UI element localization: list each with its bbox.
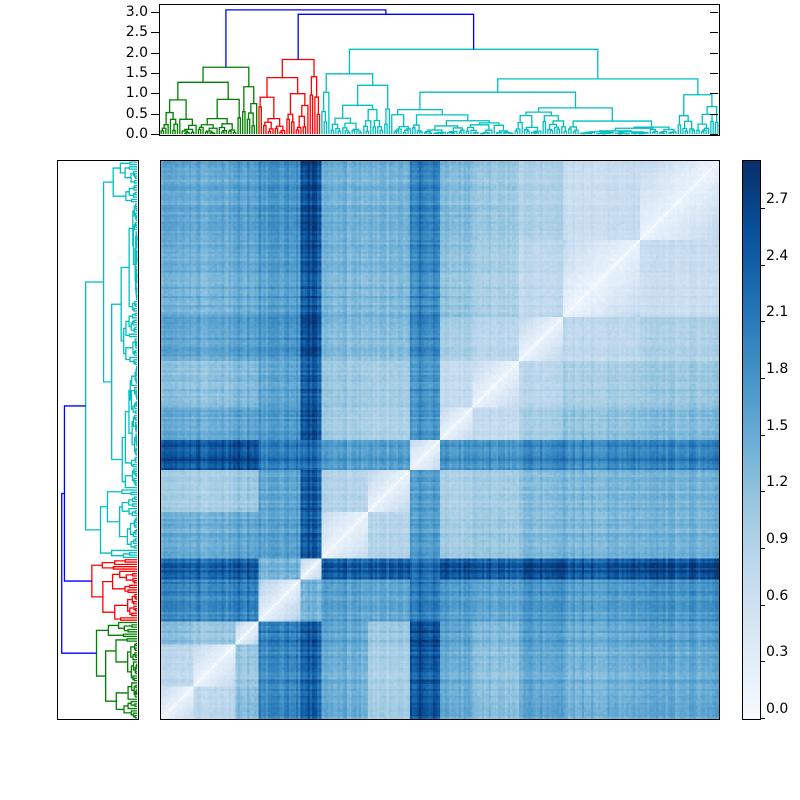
colorbar-tick-label: 2.4 (766, 247, 789, 264)
y-axis-tick (151, 72, 159, 74)
colorbar-tick (760, 321, 765, 323)
colorbar-tick-label: 0.6 (766, 587, 789, 604)
y-axis-tick-right (710, 52, 718, 54)
y-axis-tick-right (710, 11, 718, 13)
colorbar-tick-label: 0.9 (766, 531, 789, 548)
left-dendrogram (61, 161, 138, 719)
colorbar-tick (760, 208, 765, 210)
colorbar-tick (760, 604, 765, 606)
colorbar-axes (742, 160, 761, 720)
top-dendrogram-axes (159, 4, 720, 136)
y-axis-tick (151, 32, 159, 34)
colorbar-tick (760, 548, 765, 550)
colorbar-tick (760, 378, 765, 380)
dendrogram-link (61, 405, 97, 654)
colorbar-tick-label: 1.5 (766, 417, 789, 434)
y-axis-tick-right (710, 72, 718, 74)
colorbar-gradient (743, 161, 760, 719)
colorbar-tick-label: 1.2 (766, 474, 789, 491)
dendrogram-link (225, 9, 475, 68)
y-axis-tick-right (710, 32, 718, 34)
colorbar-tick-label: 0.3 (766, 644, 789, 661)
y-axis-tick (151, 11, 159, 13)
dendrogram-link (95, 621, 138, 719)
y-axis-tick-right (710, 113, 718, 115)
dendrogram-link (85, 161, 138, 559)
heatmap-axes (160, 160, 720, 720)
y-tick-label: 1.0 (125, 85, 148, 102)
y-axis-tick-right (710, 93, 718, 95)
y-axis-tick-right (710, 134, 718, 135)
y-tick-label: 0.5 (125, 105, 148, 122)
top-dendrogram (160, 9, 719, 135)
colorbar-tick-label: 0.0 (766, 701, 789, 717)
y-tick-label: 1.5 (125, 64, 148, 81)
colorbar-tick-labels: 2.7 2.4 2.1 1.8 1.5 1.2 0.9 0.6 0.3 0.0 (765, 150, 800, 750)
y-axis-tick (151, 134, 159, 135)
left-dendrogram-axes (57, 160, 139, 720)
colorbar-tick (760, 491, 765, 493)
y-axis-tick (151, 93, 159, 95)
y-axis-tick (151, 113, 159, 115)
y-tick-label: 2.0 (125, 44, 148, 61)
y-axis-tick (151, 52, 159, 54)
dendrogram-link (91, 559, 137, 621)
colorbar-tick (760, 264, 765, 266)
colorbar-tick-label: 2.7 (766, 191, 789, 208)
colorbar-tick (760, 718, 765, 719)
dendrogram-link (321, 48, 719, 135)
dendrogram-link (160, 66, 258, 135)
top-dendrogram-tick-labels: 3.0 2.5 2.0 1.5 1.0 0.5 0.0 (96, 0, 150, 150)
colorbar-tick-label: 2.1 (766, 304, 789, 321)
colorbar-tick (760, 661, 765, 663)
y-tick-label: 0.0 (125, 126, 148, 142)
dendrogram-link (258, 58, 321, 134)
colorbar-tick (760, 434, 765, 436)
colorbar-tick-label: 1.8 (766, 361, 789, 378)
heatmap-canvas (161, 161, 719, 719)
y-tick-label: 2.5 (125, 24, 148, 41)
y-tick-label: 3.0 (125, 3, 148, 20)
